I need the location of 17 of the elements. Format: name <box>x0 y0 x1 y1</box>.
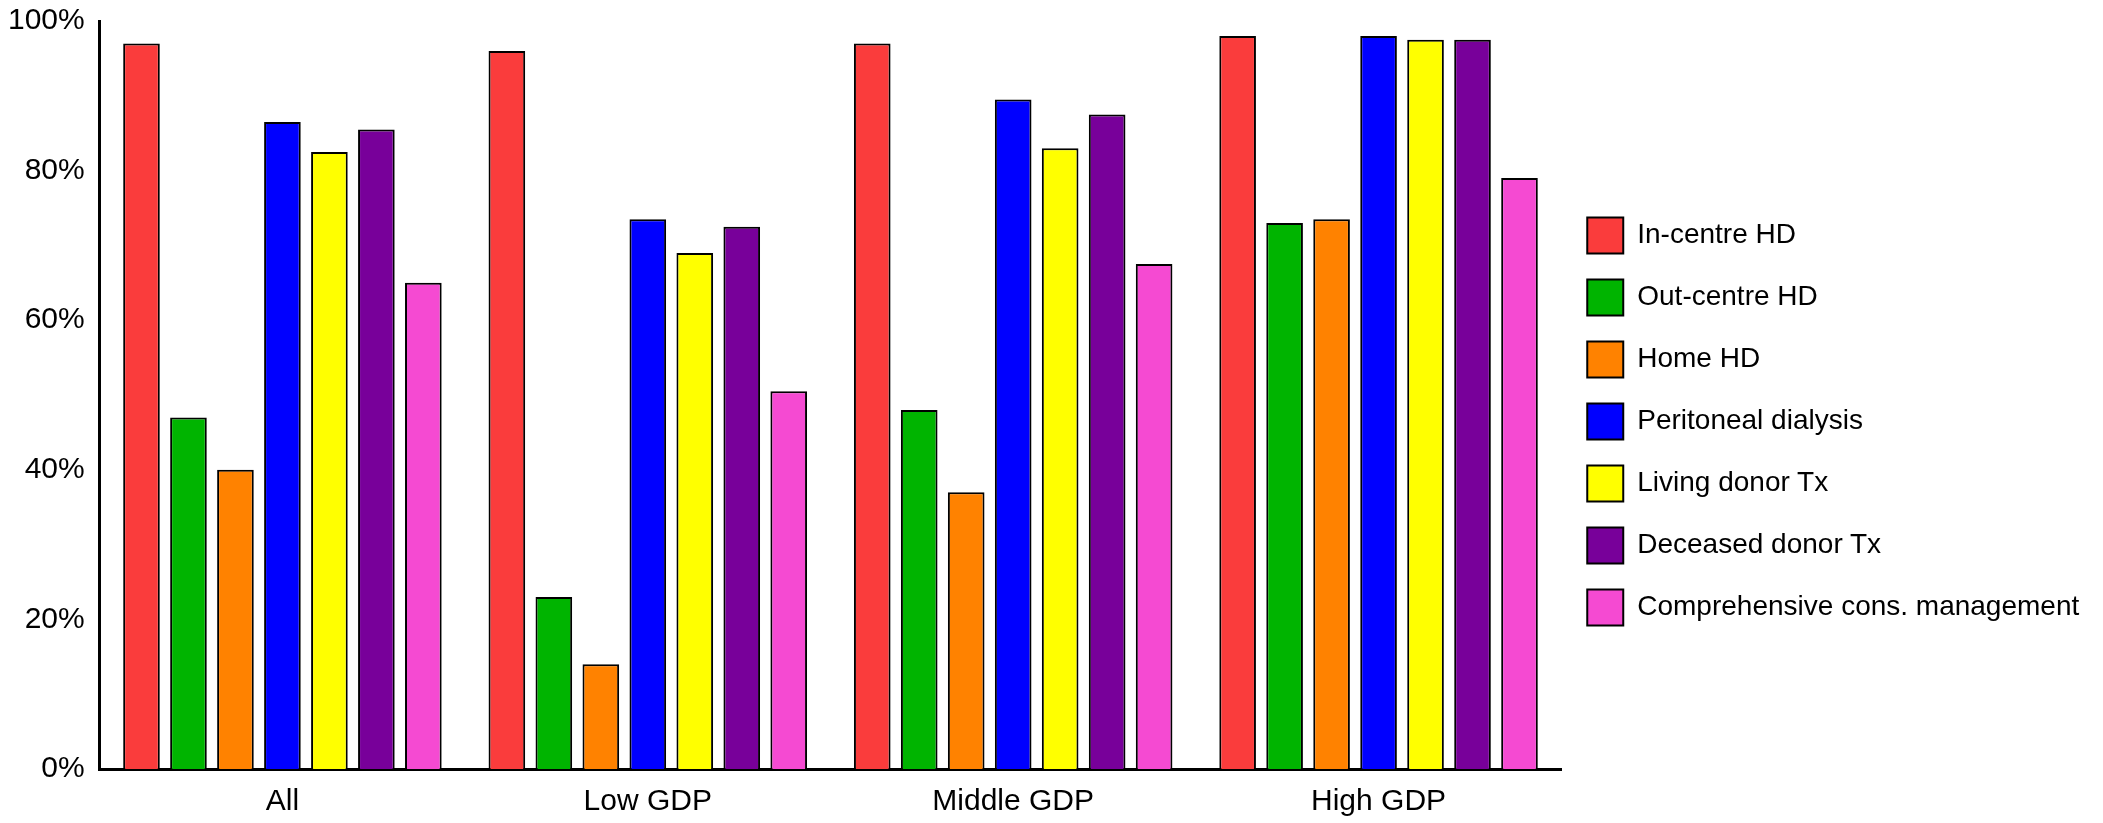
y-tick-label: 100% <box>7 2 85 36</box>
legend-label: In-centre HD <box>1637 218 1796 250</box>
legend-label: Peritoneal dialysis <box>1637 404 1863 436</box>
y-tick-label: 20% <box>24 600 85 634</box>
y-tick-label: 0% <box>41 750 85 784</box>
legend-label: Living donor Tx <box>1637 466 1829 498</box>
legend-label: Deceased donor Tx <box>1637 528 1882 560</box>
legend-label: Out-centre HD <box>1637 280 1818 312</box>
x-tick-label: Low GDP <box>583 783 712 817</box>
x-tick-label: Middle GDP <box>932 783 1095 817</box>
x-tick-label: All <box>265 783 300 817</box>
y-tick-label: 60% <box>24 301 85 335</box>
y-tick-label: 80% <box>24 151 85 185</box>
legend-label: Comprehensive cons. management <box>1637 590 2080 622</box>
x-tick-label: High GDP <box>1311 783 1447 817</box>
y-tick-label: 40% <box>24 451 85 485</box>
legend-label: Home HD <box>1637 342 1761 374</box>
